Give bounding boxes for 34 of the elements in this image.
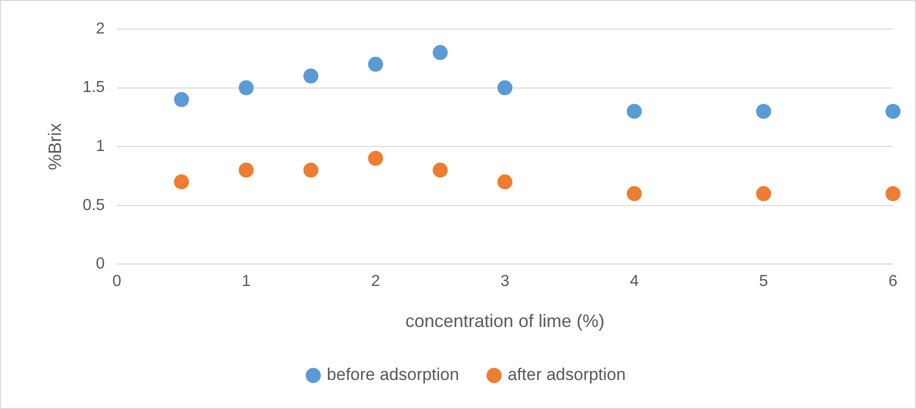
y-axis-title: %Brix: [44, 123, 65, 170]
y-tick-label: 2: [96, 20, 105, 38]
y-tick-label: 1: [96, 138, 105, 156]
point: [886, 104, 900, 119]
x-tick-label: 3: [500, 273, 510, 290]
x-tick-label: 4: [630, 273, 639, 290]
point: [756, 186, 772, 202]
point: [174, 174, 190, 190]
legend-label: after adsorption: [508, 365, 626, 384]
y-tick-label: 1.5: [82, 79, 105, 96]
point: [497, 174, 512, 190]
y-tick-label: 0: [96, 256, 105, 273]
point: [497, 80, 512, 96]
point: [626, 186, 642, 202]
point: [303, 68, 318, 84]
x-tick-label: 6: [888, 273, 898, 290]
point: [432, 162, 448, 178]
point: [756, 104, 772, 119]
x-tick-label: 0: [112, 273, 122, 290]
point: [886, 186, 900, 202]
point: [432, 45, 448, 60]
point: [238, 162, 254, 178]
legend-label: before adsorption: [326, 365, 460, 384]
x-tick-label: 2: [371, 273, 380, 290]
point: [626, 104, 642, 119]
point: [174, 92, 190, 108]
y-tick-label: 0.5: [82, 196, 105, 214]
x-tick-label: 1: [242, 273, 251, 290]
point: [368, 150, 384, 166]
point: [368, 56, 384, 72]
x-axis-title: concentration of lime (%): [405, 311, 604, 332]
point: [238, 80, 254, 96]
x-tick-label: 5: [759, 273, 768, 290]
point: [303, 162, 318, 178]
